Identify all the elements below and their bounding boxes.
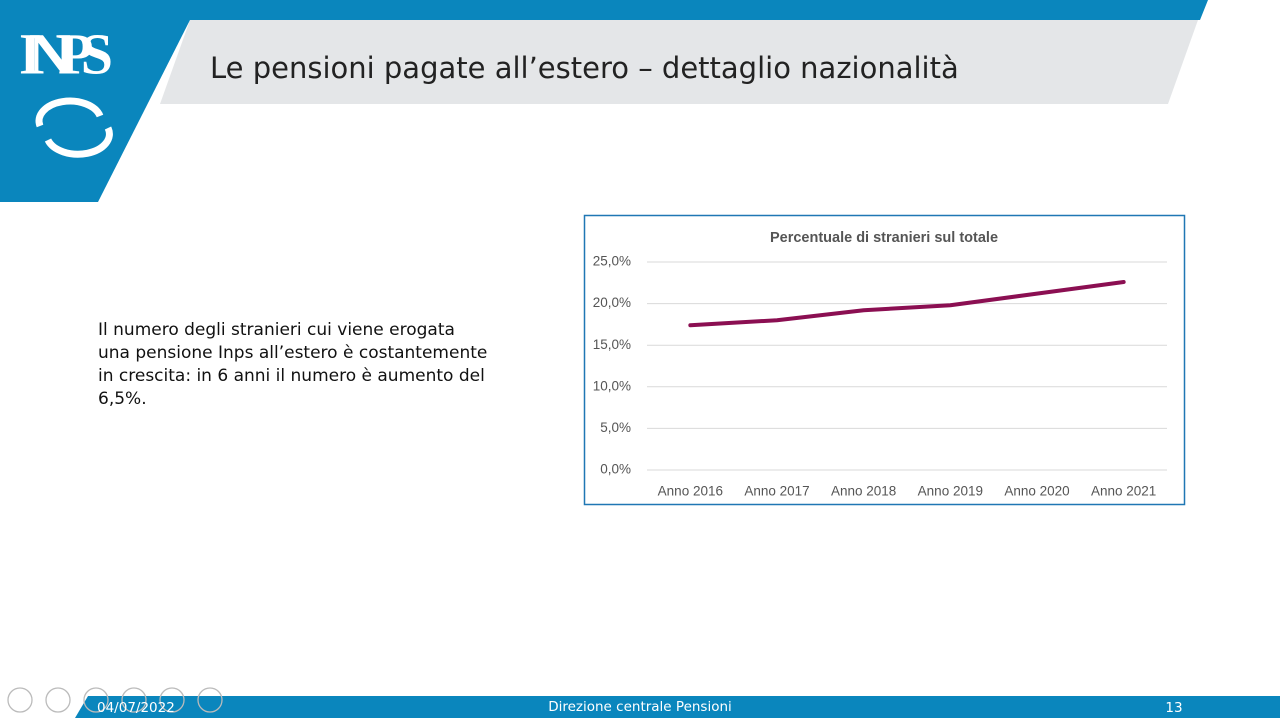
nav-zoom[interactable] xyxy=(159,687,185,713)
nav-next[interactable] xyxy=(45,687,71,713)
x-tick-label: Anno 2018 xyxy=(831,484,896,499)
page-number: 13 xyxy=(1165,700,1182,716)
nav-more[interactable] xyxy=(197,687,223,713)
slide-title: Le pensioni pagate all’estero – dettagli… xyxy=(210,51,959,85)
x-tick-label: Anno 2020 xyxy=(1004,484,1069,499)
y-tick-label: 0,0% xyxy=(600,462,631,477)
y-tick-label: 20,0% xyxy=(593,295,631,310)
footer-center: Direzione centrale Pensioni xyxy=(548,699,732,715)
x-tick-label: Anno 2016 xyxy=(658,484,723,499)
body-text: Il numero degli stranieri cui viene erog… xyxy=(98,320,487,409)
top-bar xyxy=(0,0,1208,20)
y-tick-label: 15,0% xyxy=(593,337,631,352)
nav-slides[interactable] xyxy=(121,687,147,713)
chart-title: Percentuale di stranieri sul totale xyxy=(770,230,998,246)
title-band xyxy=(160,20,1198,104)
logo-panel xyxy=(0,0,192,202)
footer-bar xyxy=(75,696,1280,718)
nav-controls xyxy=(7,687,223,713)
body-line: Il numero degli stranieri cui viene erog… xyxy=(98,320,455,340)
x-tick-label: Anno 2017 xyxy=(744,484,809,499)
y-tick-label: 25,0% xyxy=(593,254,631,269)
logo-text: INPS xyxy=(19,21,113,86)
chart: 0,0% 5,0% 10,0% 15,0% 20,0% 25,0% Anno 2016 Ann… xyxy=(593,254,1167,499)
body-line: una pensione Inps all’estero è costantem… xyxy=(98,343,487,363)
x-tick-label: Anno 2021 xyxy=(1091,484,1156,499)
body-line: 6,5%. xyxy=(98,389,147,409)
y-tick-label: 5,0% xyxy=(600,420,631,435)
chart-frame xyxy=(583,214,1186,506)
nav-prev[interactable] xyxy=(7,687,33,713)
x-tick-label: Anno 2019 xyxy=(918,484,983,499)
logo-icon xyxy=(35,97,113,158)
nav-pen[interactable] xyxy=(83,687,109,713)
y-tick-label: 10,0% xyxy=(593,378,631,393)
footer-date: 04/07/2022 xyxy=(97,700,175,716)
body-line: in crescita: in 6 anni il numero è aumen… xyxy=(98,366,485,386)
data-line xyxy=(688,279,1126,328)
